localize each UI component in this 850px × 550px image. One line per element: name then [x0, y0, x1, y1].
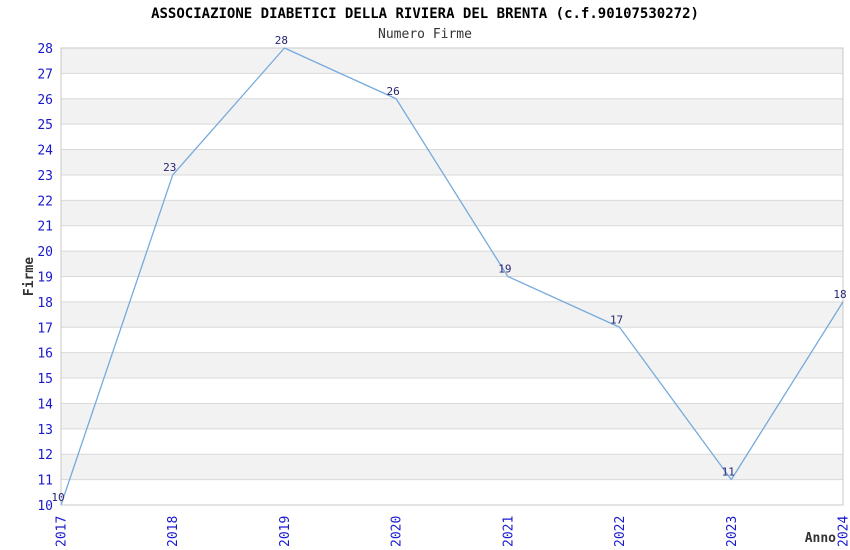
chart-title: ASSOCIAZIONE DIABETICI DELLA RIVIERA DEL… [151, 6, 699, 22]
plot-band [61, 378, 843, 404]
plot-band [61, 98, 843, 125]
plot-band [61, 276, 843, 302]
x-tick-label: 2022 [613, 516, 628, 547]
y-tick-label: 11 [37, 474, 53, 489]
x-tick-label: 2020 [390, 516, 405, 547]
y-tick-label: 20 [37, 245, 53, 260]
x-tick-label: 2017 [55, 516, 70, 547]
plot-band [61, 454, 843, 480]
point-label: 26 [387, 85, 400, 98]
y-tick-label: 18 [37, 296, 53, 311]
y-tick-label: 24 [37, 144, 53, 159]
y-axis-title: Firme [22, 257, 37, 296]
y-tick-label: 22 [37, 194, 53, 209]
y-tick-label: 19 [37, 271, 53, 286]
y-tick-label: 26 [37, 93, 53, 108]
point-label: 23 [163, 161, 176, 174]
y-tick-label: 21 [37, 220, 53, 235]
y-tick-label: 17 [37, 321, 53, 336]
point-label: 19 [498, 263, 511, 276]
x-tick-label: 2018 [166, 516, 181, 547]
plot-band [61, 352, 843, 379]
y-tick-label: 28 [37, 42, 53, 57]
plot-band [61, 251, 843, 277]
plot-band [61, 48, 843, 74]
plot-border [60, 47, 844, 506]
plot-band [61, 73, 843, 99]
x-tick-label: 2024 [837, 516, 850, 547]
plot-band [61, 403, 843, 429]
x-tick-label: 2019 [278, 516, 293, 547]
y-tick-label: 14 [37, 397, 53, 412]
y-tick-label: 13 [37, 423, 53, 438]
plot-band [61, 124, 843, 150]
point-label: 18 [833, 288, 846, 301]
series-line [60, 47, 844, 506]
point-label: 10 [51, 491, 64, 504]
plot-band [61, 149, 843, 175]
plot-band [61, 225, 843, 252]
plot-band [61, 428, 843, 455]
plot-band [61, 327, 843, 353]
y-tick-label: 16 [37, 347, 53, 362]
y-tick-label: 23 [37, 169, 53, 184]
y-tick-label: 15 [37, 372, 53, 387]
plot-band [61, 200, 843, 226]
x-tick-label: 2023 [725, 516, 740, 547]
point-label: 11 [722, 466, 735, 479]
plot-band [61, 479, 843, 505]
plot-band [61, 301, 843, 328]
x-axis-title: Anno [805, 531, 836, 546]
y-tick-label: 27 [37, 67, 53, 82]
y-tick-label: 10 [37, 499, 53, 514]
x-tick-label: 2021 [501, 516, 516, 547]
chart-subtitle: Numero Firme [378, 27, 472, 42]
y-tick-label: 12 [37, 448, 53, 463]
y-tick-label: 25 [37, 118, 53, 133]
point-label: 28 [275, 34, 288, 47]
point-label: 17 [610, 313, 623, 326]
